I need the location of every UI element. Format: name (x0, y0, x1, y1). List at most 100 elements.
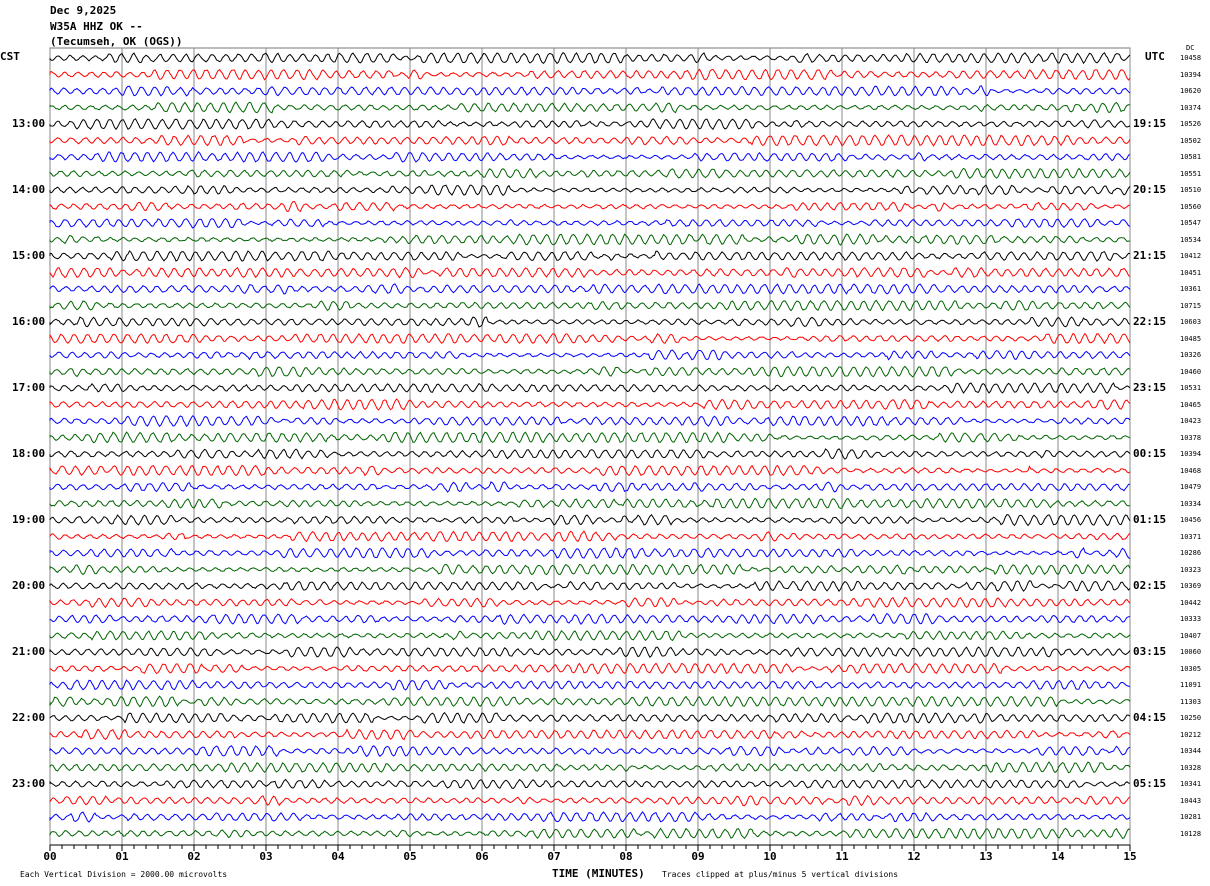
x-tick-label: 00 (43, 850, 57, 863)
trace-row (49, 744, 1131, 758)
dc-value: 10328 (1180, 763, 1202, 772)
trace-row (49, 563, 1131, 576)
dc-value: 10456 (1180, 516, 1202, 524)
dc-value: 10369 (1180, 582, 1202, 590)
utc-time-label: 19:15 (1133, 117, 1167, 130)
utc-time-label: 03:15 (1133, 645, 1167, 658)
trace-row (49, 481, 1131, 493)
cst-time-label: 15:00 (12, 249, 46, 262)
dc-value: 10326 (1180, 351, 1202, 359)
trace-row (49, 184, 1131, 196)
plot-frame (49, 47, 1131, 846)
scale-note: Each Vertical Division = 2000.00 microvo… (20, 870, 228, 879)
cst-time-label: 16:00 (12, 315, 46, 328)
utc-time-label: 05:15 (1133, 777, 1167, 790)
dc-value: 10465 (1180, 400, 1202, 409)
trace-row (49, 415, 1131, 428)
dc-value: 10502 (1180, 136, 1202, 145)
x-tick-label: 12 (907, 850, 921, 863)
cst-axis-title: CST (0, 50, 20, 63)
cst-time-label: 19:00 (12, 513, 46, 526)
utc-time-label: 20:15 (1133, 183, 1167, 196)
dc-value: 10479 (1180, 483, 1202, 491)
cst-time-label: 18:00 (12, 447, 46, 460)
dc-value: 10361 (1180, 285, 1202, 293)
trace-row (49, 497, 1131, 510)
trace-row (49, 778, 1131, 790)
dc-value: 10423 (1180, 417, 1202, 425)
utc-time-label: 23:15 (1133, 381, 1167, 394)
trace-row (49, 695, 1131, 708)
trace-row (49, 514, 1131, 527)
utc-time-label: 00:15 (1133, 447, 1167, 460)
cst-time-label: 23:00 (12, 777, 46, 790)
dc-value: 10451 (1180, 268, 1202, 277)
trace-row (49, 530, 1131, 543)
trace-row (49, 448, 1131, 460)
trace-row (49, 679, 1131, 691)
dc-value: 10510 (1180, 186, 1202, 194)
dc-value: 10412 (1180, 252, 1202, 260)
trace-row (49, 200, 1131, 213)
trace-row (49, 299, 1131, 312)
dc-value: 10620 (1180, 87, 1202, 95)
trace-row (49, 349, 1131, 361)
cst-time-label: 13:00 (12, 117, 46, 130)
x-tick-label: 11 (835, 850, 849, 863)
utc-time-label: 01:15 (1133, 513, 1167, 526)
dc-value: 10212 (1180, 730, 1202, 739)
dc-value: 10485 (1180, 334, 1202, 343)
cst-time-label: 17:00 (12, 381, 46, 394)
trace-row (49, 118, 1131, 131)
clip-note: Traces clipped at plus/minus 5 vertical … (662, 870, 899, 879)
dc-value: 11303 (1180, 697, 1202, 706)
x-tick-label: 03 (259, 850, 273, 863)
dc-value: 10374 (1180, 103, 1202, 112)
dc-value: 10547 (1180, 219, 1202, 227)
x-tick-label: 08 (619, 850, 633, 863)
dc-value: 10560 (1180, 202, 1202, 211)
trace-row (49, 464, 1131, 477)
trace-row (49, 101, 1131, 114)
trace-row (49, 629, 1131, 642)
trace-row (49, 266, 1131, 279)
trace-row (49, 546, 1131, 559)
trace-row (49, 167, 1131, 179)
trace-row (49, 250, 1131, 262)
cst-time-label: 22:00 (12, 711, 46, 724)
trace-row (49, 761, 1131, 774)
dc-value: 10394 (1180, 450, 1202, 458)
trace-row (49, 85, 1131, 97)
utc-axis-title: UTC (1145, 50, 1165, 63)
trace-row (49, 233, 1131, 246)
trace-row (49, 612, 1131, 626)
dc-value: 10458 (1180, 54, 1202, 62)
trace-row (49, 134, 1131, 147)
x-tick-label: 15 (1123, 850, 1137, 863)
trace-row (49, 711, 1131, 724)
dc-value: 10371 (1180, 532, 1202, 541)
dc-value: 11091 (1180, 681, 1202, 689)
dc-value: 10603 (1180, 318, 1202, 326)
trace-row (49, 646, 1131, 658)
dc-value: 10378 (1180, 433, 1202, 442)
dc-title: DC (1186, 44, 1195, 52)
utc-time-label: 21:15 (1133, 249, 1167, 262)
x-tick-label: 09 (691, 850, 705, 863)
dc-value: 10250 (1180, 714, 1202, 722)
cst-time-label: 21:00 (12, 645, 46, 658)
dc-value: 10551 (1180, 169, 1202, 178)
dc-value: 10060 (1180, 648, 1202, 656)
utc-time-label: 22:15 (1133, 315, 1167, 328)
x-tick-label: 02 (187, 850, 201, 863)
x-tick-label: 01 (115, 850, 129, 863)
dc-value: 10286 (1180, 549, 1202, 557)
cst-time-label: 14:00 (12, 183, 46, 196)
trace-row (49, 68, 1131, 81)
trace-row (49, 728, 1131, 741)
trace-row (49, 382, 1131, 394)
trace-row (49, 398, 1131, 411)
trace-row (49, 580, 1131, 592)
dc-value: 10341 (1180, 780, 1202, 788)
